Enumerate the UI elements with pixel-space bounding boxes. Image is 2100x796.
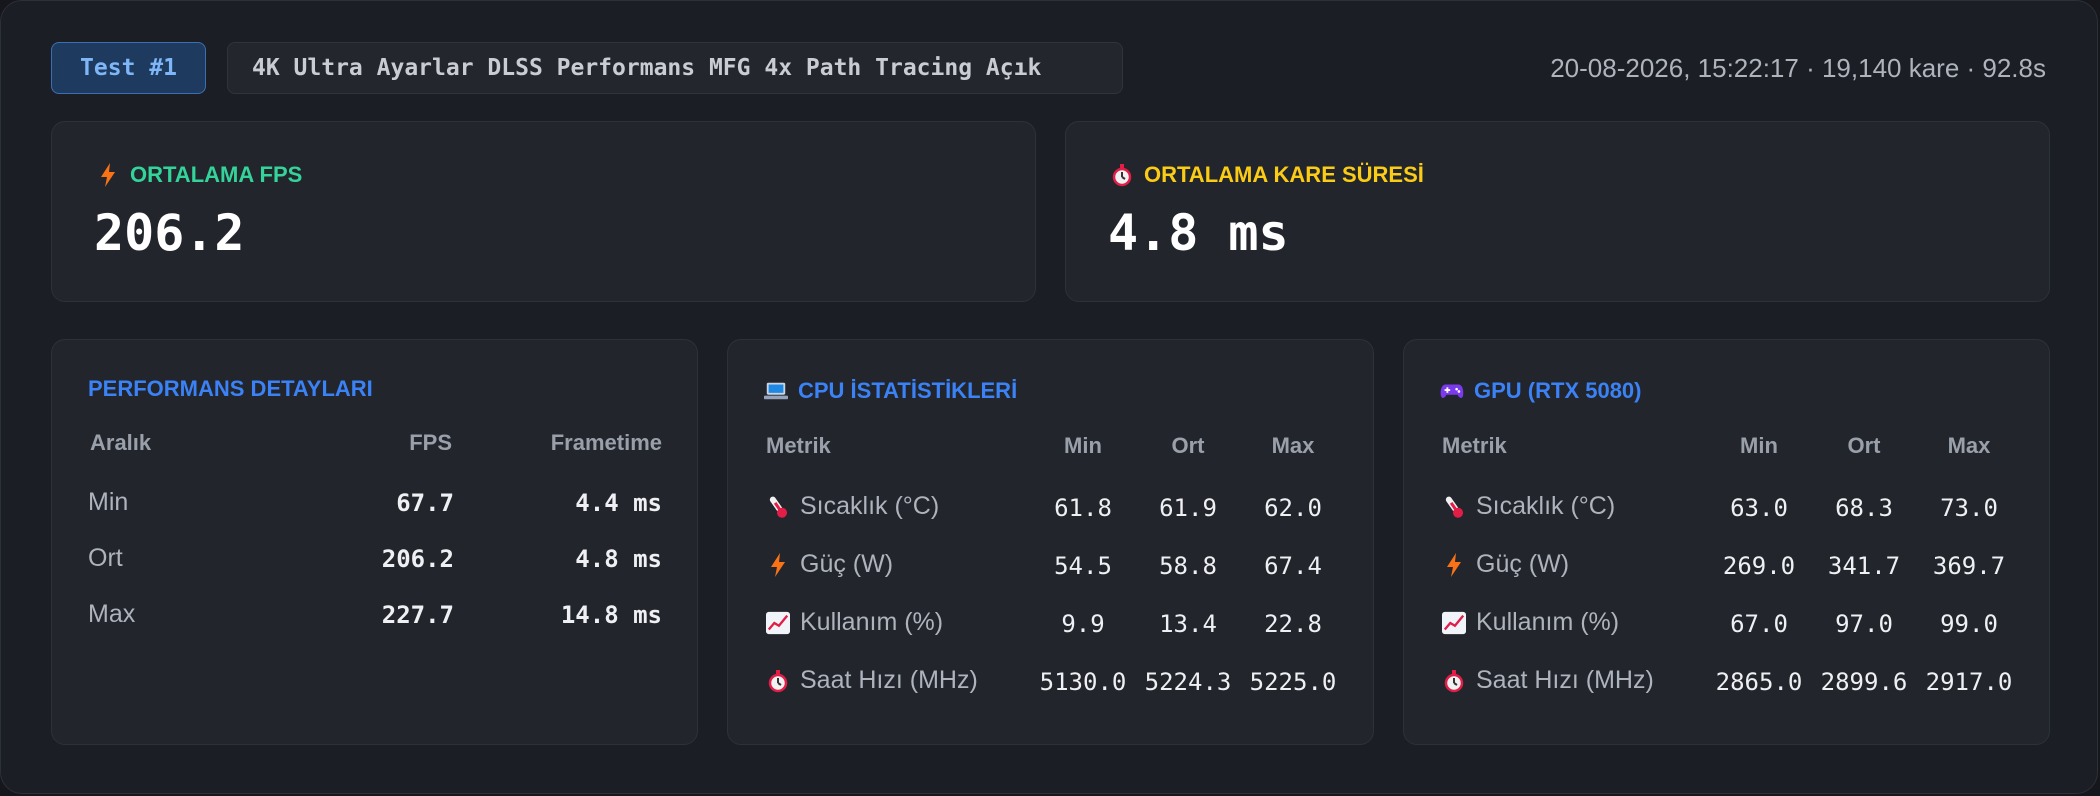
cpu-row-clock: Saat Hızı (MHz) — [766, 666, 978, 695]
cpu-usage-avg: 13.4 — [1159, 610, 1217, 638]
stopwatch-icon — [1442, 668, 1466, 694]
cpu-stats-card: CPU İSTATİSTİKLERİ Metrik Min Ort Max Sı… — [727, 339, 1374, 745]
cpu-row-temp-label: Sıcaklık (°C) — [800, 492, 940, 520]
lightning-icon — [766, 552, 790, 578]
avg-frametime-label-text: ORTALAMA KARE SÜRESİ — [1144, 162, 1424, 187]
cpu-row-usage: Kullanım (%) — [766, 608, 943, 637]
gpu-row-clock-label: Saat Hızı (MHz) — [1476, 666, 1654, 694]
cpu-header-avg: Ort — [1171, 433, 1205, 458]
gpu-power-min: 269.0 — [1722, 552, 1796, 580]
cpu-header-min: Min — [1064, 433, 1102, 458]
perf-row-avg-frametime: 4.8 ms — [575, 545, 662, 573]
chart-up-icon — [766, 610, 790, 636]
gpu-row-power: Güç (W) — [1442, 550, 1569, 579]
performance-details-card: PERFORMANS DETAYLARI Aralık FPS Frametim… — [51, 339, 698, 745]
cpu-clock-avg: 5224.3 — [1144, 668, 1232, 696]
gpu-temp-avg: 68.3 — [1835, 494, 1893, 522]
gpu-usage-avg: 97.0 — [1835, 610, 1893, 638]
cpu-temp-min: 61.8 — [1054, 494, 1112, 522]
avg-frametime-value: 4.8 ms — [1108, 204, 1289, 262]
cpu-power-min: 54.5 — [1054, 552, 1112, 580]
perf-row-max-label: Max — [88, 600, 136, 628]
cpu-row-temp: Sıcaklık (°C) — [766, 492, 939, 521]
gpu-title: GPU (RTX 5080) — [1440, 378, 1642, 404]
gpu-row-usage-label: Kullanım (%) — [1476, 608, 1620, 636]
perf-row-max-fps: 227.7 — [381, 601, 454, 629]
gpu-row-temp-label: Sıcaklık (°C) — [1476, 492, 1616, 520]
cpu-header-max: Max — [1271, 433, 1315, 458]
gpu-power-avg: 341.7 — [1827, 552, 1901, 580]
stopwatch-icon — [1110, 162, 1134, 188]
cpu-row-usage-label: Kullanım (%) — [800, 608, 944, 636]
performance-title: PERFORMANS DETAYLARI — [88, 376, 373, 401]
cpu-usage-min: 9.9 — [1061, 610, 1105, 638]
avg-frametime-card: ORTALAMA KARE SÜRESİ 4.8 ms — [1065, 121, 2050, 302]
avg-fps-card: ORTALAMA FPS 206.2 — [51, 121, 1036, 302]
perf-row-avg-label: Ort — [88, 544, 123, 572]
cpu-row-clock-label: Saat Hızı (MHz) — [800, 666, 978, 694]
gpu-header-min: Min — [1740, 433, 1778, 458]
thermometer-icon — [1442, 494, 1466, 520]
cpu-row-power-label: Güç (W) — [800, 550, 894, 578]
test-description: 4K Ultra Ayarlar DLSS Performans MFG 4x … — [227, 42, 1123, 94]
gamepad-icon — [1440, 378, 1464, 404]
gpu-usage-max: 99.0 — [1940, 610, 1998, 638]
cpu-usage-max: 22.8 — [1264, 610, 1322, 638]
cpu-header-metric: Metrik — [766, 433, 831, 458]
gpu-title-text: GPU (RTX 5080) — [1474, 378, 1642, 403]
cpu-title: CPU İSTATİSTİKLERİ — [764, 378, 1017, 404]
perf-row-min-fps: 67.7 — [396, 489, 454, 517]
perf-row-min-label: Min — [88, 488, 129, 516]
perf-row-avg-fps: 206.2 — [381, 545, 454, 573]
perf-row-max-frametime: 14.8 ms — [560, 601, 662, 629]
cpu-temp-max: 62.0 — [1264, 494, 1322, 522]
gpu-row-clock: Saat Hızı (MHz) — [1442, 666, 1654, 695]
cpu-power-avg: 58.8 — [1159, 552, 1217, 580]
perf-row-min-frametime: 4.4 ms — [575, 489, 662, 517]
gpu-usage-min: 67.0 — [1730, 610, 1788, 638]
test-badge: Test #1 — [51, 42, 206, 94]
perf-header-frametime: Frametime — [550, 430, 662, 455]
stopwatch-icon — [766, 668, 790, 694]
cpu-clock-max: 5225.0 — [1249, 668, 1337, 696]
gpu-header-avg: Ort — [1847, 433, 1881, 458]
avg-fps-label-text: ORTALAMA FPS — [130, 162, 303, 187]
gpu-temp-max: 73.0 — [1940, 494, 1998, 522]
gpu-clock-max: 2917.0 — [1925, 668, 2013, 696]
avg-frametime-label: ORTALAMA KARE SÜRESİ — [1110, 162, 1424, 188]
cpu-row-power: Güç (W) — [766, 550, 893, 579]
cpu-clock-min: 5130.0 — [1039, 668, 1127, 696]
gpu-temp-min: 63.0 — [1730, 494, 1788, 522]
gpu-stats-card: GPU (RTX 5080) Metrik Min Ort Max Sıcakl… — [1403, 339, 2050, 745]
thermometer-icon — [766, 494, 790, 520]
cpu-power-max: 67.4 — [1264, 552, 1322, 580]
avg-fps-label: ORTALAMA FPS — [96, 162, 302, 188]
gpu-row-power-label: Güç (W) — [1476, 550, 1570, 578]
gpu-clock-min: 2865.0 — [1715, 668, 1803, 696]
gpu-header-max: Max — [1947, 433, 1991, 458]
test-meta: 20-08-2026, 15:22:17 · 19,140 kare · 92.… — [1550, 53, 2046, 83]
perf-header-range: Aralık — [90, 430, 152, 455]
cpu-title-text: CPU İSTATİSTİKLERİ — [798, 378, 1018, 403]
gpu-header-metric: Metrik — [1442, 433, 1507, 458]
gpu-row-usage: Kullanım (%) — [1442, 608, 1619, 637]
perf-header-fps: FPS — [409, 430, 452, 455]
gpu-row-temp: Sıcaklık (°C) — [1442, 492, 1615, 521]
gpu-clock-avg: 2899.6 — [1820, 668, 1908, 696]
lightning-icon — [1442, 552, 1466, 578]
laptop-icon — [764, 378, 788, 404]
gpu-power-max: 369.7 — [1932, 552, 2006, 580]
avg-fps-value: 206.2 — [94, 204, 245, 262]
chart-up-icon — [1442, 610, 1466, 636]
lightning-icon — [96, 162, 120, 188]
cpu-temp-avg: 61.9 — [1159, 494, 1217, 522]
